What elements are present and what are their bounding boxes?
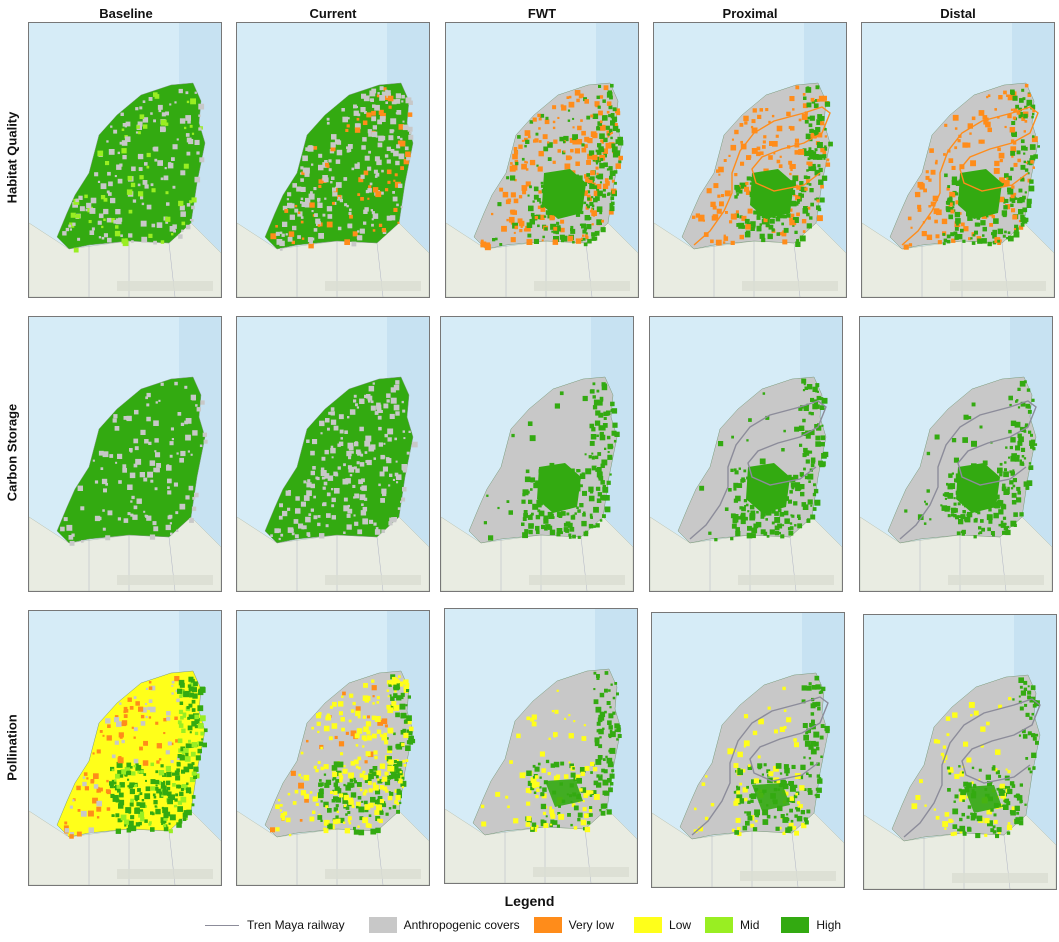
mid-swatch bbox=[705, 917, 734, 933]
very-low-swatch bbox=[533, 917, 562, 933]
column-header-current: Current bbox=[309, 6, 357, 21]
map-habitat-quality-current bbox=[236, 22, 430, 298]
map-svg bbox=[650, 317, 842, 591]
map-carbon-storage-current bbox=[236, 316, 430, 592]
map-svg bbox=[860, 317, 1052, 591]
map-svg bbox=[29, 23, 221, 297]
legend: Tren Maya railway Anthropogenic covers V… bbox=[205, 917, 855, 933]
anthropogenic-swatch bbox=[368, 917, 397, 933]
row-header-pollination: Pollination bbox=[4, 714, 20, 781]
map-svg bbox=[654, 23, 846, 297]
legend-item-railway: Tren Maya railway bbox=[205, 918, 345, 932]
legend-label-very-low: Very low bbox=[568, 918, 615, 932]
railway-line-swatch bbox=[205, 924, 239, 926]
tren-maya-railway bbox=[691, 696, 829, 836]
map-svg bbox=[441, 317, 633, 591]
column-header-distal: Distal bbox=[940, 6, 976, 21]
tren-maya-railway bbox=[693, 106, 831, 246]
map-pollination-current bbox=[236, 610, 430, 886]
legend-label-high: High bbox=[816, 918, 842, 932]
row-header-carbon-storage: Carbon Storage bbox=[4, 403, 20, 502]
map-carbon-storage-proximal bbox=[649, 316, 843, 592]
legend-item-high: High bbox=[781, 917, 841, 933]
map-svg bbox=[237, 317, 429, 591]
legend-item-very-low: Very low bbox=[533, 917, 615, 933]
map-svg bbox=[29, 317, 221, 591]
map-pollination-fwt bbox=[444, 608, 638, 884]
column-header-baseline: Baseline bbox=[99, 6, 153, 21]
map-habitat-quality-distal bbox=[861, 22, 1055, 298]
map-carbon-storage-fwt bbox=[440, 316, 634, 592]
map-svg bbox=[446, 23, 638, 297]
tren-maya-railway bbox=[689, 400, 827, 540]
column-header-proximal: Proximal bbox=[722, 6, 778, 21]
row-header-habitat-quality: Habitat Quality bbox=[4, 111, 20, 204]
map-svg bbox=[652, 613, 844, 887]
column-header-fwt: FWT bbox=[527, 6, 557, 21]
map-svg bbox=[237, 23, 429, 297]
map-pollination-baseline bbox=[28, 610, 222, 886]
legend-item-low: Low bbox=[634, 917, 691, 933]
map-svg bbox=[862, 23, 1054, 297]
map-svg bbox=[864, 615, 1056, 889]
legend-title: Legend bbox=[504, 893, 555, 909]
legend-label-anthropogenic: Anthropogenic covers bbox=[403, 918, 520, 932]
legend-item-anthropogenic: Anthropogenic covers bbox=[368, 917, 520, 933]
map-pollination-distal bbox=[863, 614, 1057, 890]
map-carbon-storage-baseline bbox=[28, 316, 222, 592]
low-swatch bbox=[634, 917, 663, 933]
map-habitat-quality-fwt bbox=[445, 22, 639, 298]
legend-label-mid: Mid bbox=[740, 918, 760, 932]
legend-label-low: Low bbox=[669, 918, 692, 932]
legend-label-railway: Tren Maya railway bbox=[247, 918, 345, 932]
map-habitat-quality-proximal bbox=[653, 22, 847, 298]
map-pollination-proximal bbox=[651, 612, 845, 888]
tren-maya-railway bbox=[901, 106, 1039, 246]
legend-item-mid: Mid bbox=[705, 917, 759, 933]
map-habitat-quality-baseline bbox=[28, 22, 222, 298]
map-svg bbox=[237, 611, 429, 885]
map-svg bbox=[29, 611, 221, 885]
map-svg bbox=[445, 609, 637, 883]
tren-maya-railway bbox=[903, 698, 1041, 838]
high-swatch bbox=[781, 917, 810, 933]
map-carbon-storage-distal bbox=[859, 316, 1053, 592]
tren-maya-railway bbox=[899, 400, 1037, 540]
